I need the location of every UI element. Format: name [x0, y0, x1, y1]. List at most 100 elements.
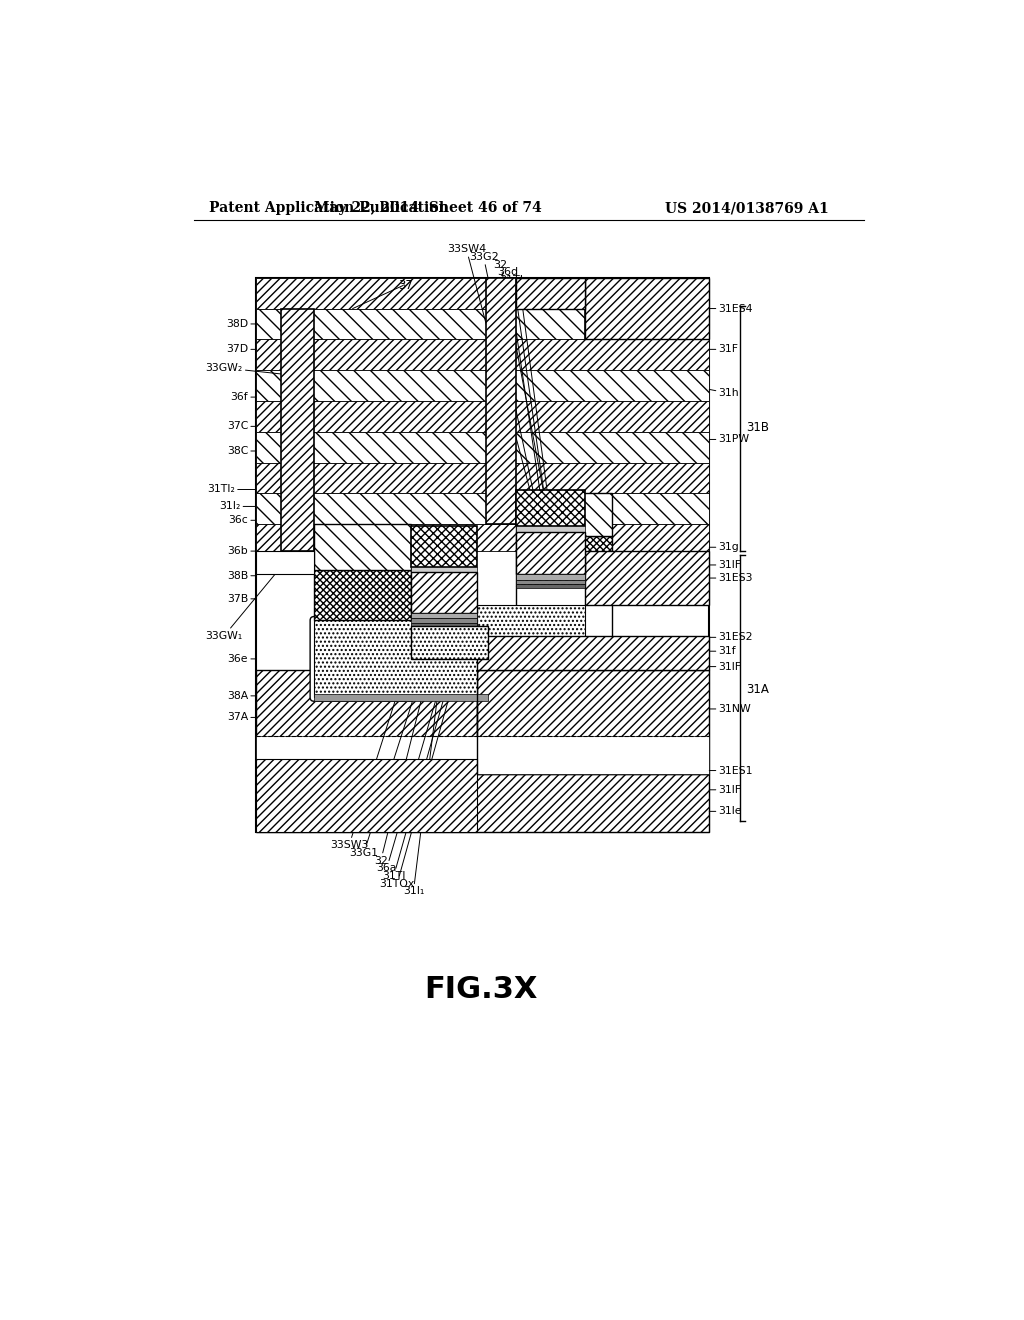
- Text: 38A: 38A: [227, 690, 256, 701]
- Bar: [256, 552, 314, 574]
- Bar: [411, 618, 477, 623]
- Text: 31TOx: 31TOx: [502, 282, 560, 585]
- Text: 31I₁: 31I₁: [402, 642, 444, 896]
- Text: 31TI₂: 31TI₂: [207, 484, 256, 495]
- Bar: [282, 309, 314, 552]
- Bar: [477, 737, 710, 775]
- Bar: [515, 586, 612, 659]
- Bar: [314, 524, 411, 570]
- Text: 31B: 31B: [746, 421, 769, 434]
- Bar: [256, 462, 710, 494]
- Bar: [515, 579, 586, 585]
- Bar: [411, 623, 477, 626]
- Text: 31TOx: 31TOx: [299, 557, 330, 568]
- Text: 31g: 31g: [710, 543, 739, 552]
- Text: 33SW4: 33SW4: [446, 244, 535, 508]
- Bar: [256, 339, 710, 370]
- Text: 31TOx: 31TOx: [260, 557, 294, 568]
- Text: Patent Application Publication: Patent Application Publication: [209, 202, 449, 215]
- Text: 31NW: 31NW: [710, 704, 752, 714]
- Text: 37D: 37D: [226, 345, 256, 354]
- Text: 36f: 36f: [230, 392, 256, 403]
- FancyBboxPatch shape: [310, 616, 415, 701]
- Text: 37: 37: [397, 279, 413, 292]
- Text: 33G2: 33G2: [469, 252, 543, 536]
- Text: 31c: 31c: [549, 510, 567, 519]
- Text: 31lF: 31lF: [710, 560, 741, 570]
- Bar: [515, 527, 586, 532]
- Text: 31h: 31h: [710, 388, 739, 399]
- Text: 31b: 31b: [347, 589, 367, 598]
- Text: 31TI: 31TI: [382, 623, 465, 880]
- Bar: [256, 370, 710, 401]
- Text: 37B: 37B: [227, 594, 256, 603]
- Bar: [314, 620, 477, 697]
- Bar: [515, 574, 586, 579]
- Text: 33SW3: 33SW3: [330, 566, 438, 850]
- Bar: [256, 737, 477, 775]
- Bar: [586, 277, 710, 339]
- Text: 38B: 38B: [227, 570, 256, 581]
- Bar: [256, 277, 710, 309]
- Bar: [515, 532, 586, 574]
- Text: FIG.3X: FIG.3X: [425, 975, 538, 1005]
- Bar: [486, 277, 515, 524]
- Bar: [515, 494, 612, 536]
- Text: 31TOx: 31TOx: [589, 653, 621, 664]
- Text: 37C: 37C: [226, 421, 256, 432]
- Text: 38C: 38C: [226, 446, 256, 455]
- Bar: [256, 775, 710, 832]
- Text: 31TOx: 31TOx: [478, 623, 512, 634]
- Text: 31A: 31A: [746, 684, 769, 696]
- Bar: [515, 655, 710, 663]
- Text: May 22, 2014  Sheet 46 of 74: May 22, 2014 Sheet 46 of 74: [314, 202, 542, 215]
- Bar: [515, 490, 586, 527]
- Text: 33GW₁: 33GW₁: [206, 566, 282, 640]
- Text: 36d: 36d: [497, 268, 553, 577]
- Text: 36c: 36c: [228, 515, 256, 525]
- Bar: [411, 626, 488, 659]
- Bar: [256, 277, 710, 832]
- Bar: [519, 589, 608, 655]
- Bar: [411, 612, 477, 618]
- Text: 31CH2: 31CH2: [549, 615, 584, 626]
- Text: 31: 31: [601, 284, 624, 297]
- Bar: [256, 671, 477, 775]
- Text: 31CH1: 31CH1: [335, 649, 371, 660]
- Text: 31d: 31d: [548, 554, 568, 564]
- Bar: [256, 432, 710, 462]
- Text: 31TOx: 31TOx: [479, 623, 511, 634]
- Bar: [477, 671, 710, 775]
- Bar: [314, 570, 411, 620]
- Bar: [477, 605, 586, 667]
- Text: 38D: 38D: [226, 319, 256, 329]
- Bar: [256, 309, 710, 339]
- Bar: [314, 693, 488, 701]
- Text: 31F: 31F: [710, 345, 738, 354]
- Text: 31lF: 31lF: [710, 785, 741, 795]
- Bar: [411, 527, 477, 566]
- Text: 31lF: 31lF: [710, 661, 741, 672]
- Text: 31f: 31f: [710, 647, 736, 656]
- Text: 36a: 36a: [377, 618, 460, 874]
- Bar: [515, 277, 586, 309]
- Text: 37A: 37A: [227, 713, 256, 722]
- Bar: [411, 572, 477, 612]
- Bar: [515, 536, 612, 586]
- Bar: [477, 636, 710, 671]
- Text: 31TOx: 31TOx: [380, 626, 469, 888]
- Bar: [256, 494, 710, 524]
- Bar: [256, 759, 477, 832]
- Text: 33GW₂: 33GW₂: [206, 363, 282, 374]
- Text: 36e: 36e: [227, 653, 256, 664]
- Text: 31I₃: 31I₃: [528, 292, 563, 302]
- Text: 32: 32: [494, 260, 550, 528]
- Text: 31ES1: 31ES1: [710, 766, 753, 776]
- Bar: [317, 626, 407, 693]
- Text: 31ES3: 31ES3: [710, 573, 753, 583]
- Text: 31a: 31a: [347, 543, 367, 552]
- Text: 31le: 31le: [710, 807, 742, 816]
- Bar: [411, 566, 477, 572]
- Text: 31PW: 31PW: [710, 434, 750, 445]
- Bar: [256, 401, 710, 432]
